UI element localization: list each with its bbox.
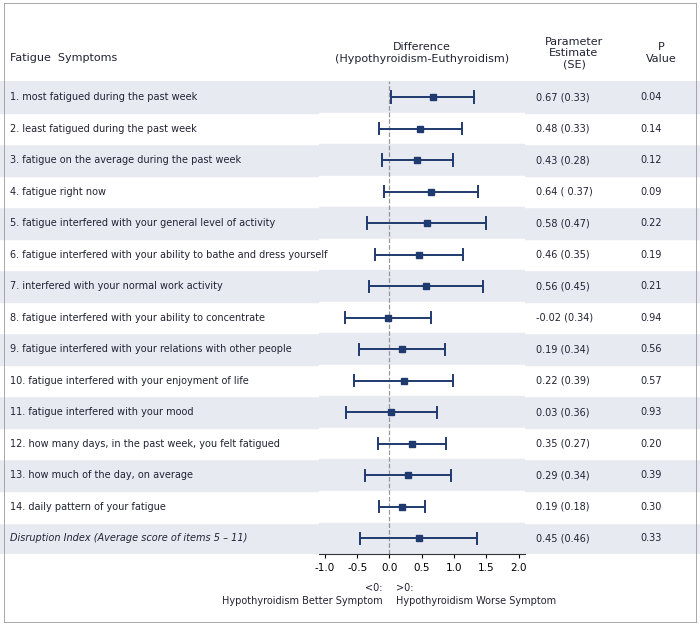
Text: 0.43 (0.28): 0.43 (0.28): [536, 155, 589, 165]
Text: Parameter
Estimate
(SE): Parameter Estimate (SE): [545, 36, 603, 70]
Text: Hypothyroidism Worse Symptom: Hypothyroidism Worse Symptom: [396, 596, 556, 606]
Text: 0.12: 0.12: [640, 155, 662, 165]
Bar: [318, 396, 525, 428]
Bar: [0, 113, 700, 145]
Bar: [318, 302, 525, 334]
Bar: [0, 176, 700, 207]
Text: 0.03 (0.36): 0.03 (0.36): [536, 408, 589, 417]
Bar: [0, 523, 700, 554]
Text: 8. fatigue interfered with your ability to concentrate: 8. fatigue interfered with your ability …: [10, 313, 265, 322]
Bar: [318, 113, 525, 145]
Text: 0.30: 0.30: [640, 502, 662, 511]
Text: <0:: <0:: [365, 583, 382, 593]
Bar: [318, 207, 525, 239]
Text: 0.09: 0.09: [640, 187, 662, 197]
Bar: [318, 145, 525, 176]
Bar: [0, 365, 700, 396]
Bar: [0, 334, 700, 365]
Bar: [318, 491, 525, 523]
Bar: [318, 239, 525, 270]
Bar: [0, 491, 700, 523]
Text: P
Value: P Value: [646, 43, 677, 64]
Text: 0.94: 0.94: [640, 313, 662, 322]
Text: 0.39: 0.39: [640, 470, 662, 480]
Text: 2. least fatigued during the past week: 2. least fatigued during the past week: [10, 124, 197, 133]
Text: 0.22 (0.39): 0.22 (0.39): [536, 376, 589, 386]
Bar: [0, 81, 700, 113]
Text: 7. interfered with your normal work activity: 7. interfered with your normal work acti…: [10, 281, 223, 291]
Bar: [0, 239, 700, 270]
Text: 0.29 (0.34): 0.29 (0.34): [536, 470, 589, 480]
Text: -0.02 (0.34): -0.02 (0.34): [536, 313, 593, 322]
Text: 0.20: 0.20: [640, 439, 662, 449]
Bar: [318, 428, 525, 459]
Bar: [318, 523, 525, 554]
Text: 0.19 (0.18): 0.19 (0.18): [536, 502, 589, 511]
Bar: [318, 365, 525, 396]
Text: 13. how much of the day, on average: 13. how much of the day, on average: [10, 470, 193, 480]
Text: 0.64 ( 0.37): 0.64 ( 0.37): [536, 187, 592, 197]
Text: 0.14: 0.14: [640, 124, 662, 133]
Bar: [0, 396, 700, 428]
Bar: [318, 334, 525, 365]
Text: 11. fatigue interfered with your mood: 11. fatigue interfered with your mood: [10, 408, 194, 417]
Text: 0.48 (0.33): 0.48 (0.33): [536, 124, 589, 133]
Text: 0.45 (0.46): 0.45 (0.46): [536, 533, 589, 543]
Text: 12. how many days, in the past week, you felt fatigued: 12. how many days, in the past week, you…: [10, 439, 281, 449]
Text: Fatigue  Symptoms: Fatigue Symptoms: [10, 53, 118, 63]
Bar: [0, 270, 700, 302]
Bar: [318, 176, 525, 207]
Text: 5. fatigue interfered with your general level of activity: 5. fatigue interfered with your general …: [10, 218, 276, 228]
Text: 0.58 (0.47): 0.58 (0.47): [536, 218, 589, 228]
Text: Difference
(Hypothyroidism-Euthyroidism): Difference (Hypothyroidism-Euthyroidism): [335, 43, 509, 64]
Text: 0.35 (0.27): 0.35 (0.27): [536, 439, 589, 449]
Bar: [318, 270, 525, 302]
Text: >0:: >0:: [396, 583, 414, 593]
Text: 0.21: 0.21: [640, 281, 662, 291]
Text: 0.46 (0.35): 0.46 (0.35): [536, 250, 589, 260]
Text: 0.93: 0.93: [640, 408, 662, 417]
Bar: [0, 459, 700, 491]
Bar: [318, 459, 525, 491]
Bar: [0, 302, 700, 334]
Text: 0.56: 0.56: [640, 344, 662, 354]
Text: 0.67 (0.33): 0.67 (0.33): [536, 92, 589, 102]
Text: 6. fatigue interfered with your ability to bathe and dress yourself: 6. fatigue interfered with your ability …: [10, 250, 328, 260]
Text: 10. fatigue interfered with your enjoyment of life: 10. fatigue interfered with your enjoyme…: [10, 376, 249, 386]
Text: 0.33: 0.33: [640, 533, 662, 543]
Text: 9. fatigue interfered with your relations with other people: 9. fatigue interfered with your relation…: [10, 344, 293, 354]
Text: 0.19: 0.19: [640, 250, 662, 260]
Text: 0.57: 0.57: [640, 376, 662, 386]
Bar: [0, 207, 700, 239]
Text: 14. daily pattern of your fatigue: 14. daily pattern of your fatigue: [10, 502, 167, 511]
Bar: [0, 428, 700, 459]
Bar: [318, 81, 525, 113]
Text: 3. fatigue on the average during the past week: 3. fatigue on the average during the pas…: [10, 155, 241, 165]
Text: 0.56 (0.45): 0.56 (0.45): [536, 281, 589, 291]
Text: 0.22: 0.22: [640, 218, 662, 228]
Text: 1. most fatigued during the past week: 1. most fatigued during the past week: [10, 92, 197, 102]
Bar: [0, 145, 700, 176]
Text: 0.19 (0.34): 0.19 (0.34): [536, 344, 589, 354]
Text: 4. fatigue right now: 4. fatigue right now: [10, 187, 106, 197]
Text: 0.04: 0.04: [640, 92, 662, 102]
Text: Hypothyroidism Better Symptom: Hypothyroidism Better Symptom: [222, 596, 382, 606]
Text: Disruption Index (Average score of items 5 – 11): Disruption Index (Average score of items…: [10, 533, 248, 543]
